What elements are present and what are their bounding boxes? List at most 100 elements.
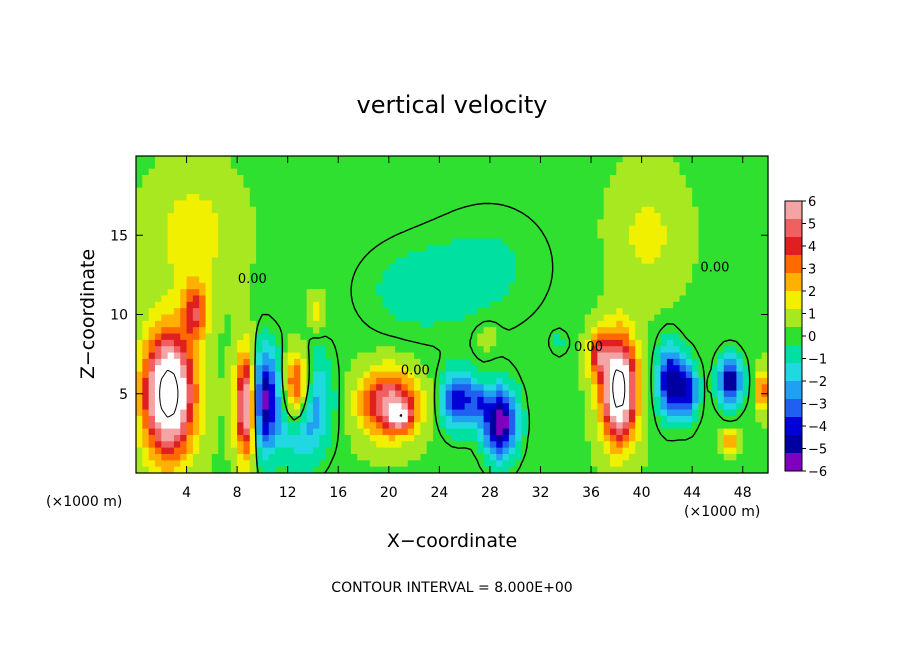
field-cell bbox=[749, 447, 756, 455]
field-cell bbox=[515, 295, 523, 303]
field-cell bbox=[654, 409, 662, 417]
field-cell bbox=[243, 352, 251, 360]
field-cell bbox=[136, 434, 143, 442]
field-cell bbox=[641, 466, 649, 474]
field-cell bbox=[666, 206, 674, 214]
field-cell bbox=[433, 257, 440, 265]
field-cell bbox=[622, 200, 630, 208]
field-cell bbox=[439, 206, 447, 214]
field-cell bbox=[502, 295, 510, 303]
field-cell bbox=[730, 168, 737, 176]
field-cell bbox=[572, 162, 579, 170]
field-cell bbox=[256, 156, 263, 163]
field-cell bbox=[755, 333, 763, 341]
field-cell bbox=[578, 282, 586, 290]
field-cell bbox=[572, 194, 579, 201]
field-cell bbox=[698, 422, 706, 430]
field-cell bbox=[515, 320, 523, 328]
field-cell bbox=[388, 200, 396, 208]
field-cell bbox=[540, 447, 548, 455]
field-cell bbox=[730, 251, 737, 259]
field-cell bbox=[426, 194, 434, 201]
field-cell bbox=[559, 415, 567, 423]
field-cell bbox=[477, 327, 485, 335]
field-cell bbox=[565, 289, 573, 297]
field-cell bbox=[433, 225, 440, 233]
field-cell bbox=[350, 447, 358, 455]
field-cell bbox=[401, 339, 409, 347]
field-cell bbox=[559, 232, 567, 240]
field-cell bbox=[426, 187, 434, 195]
field-cell bbox=[224, 270, 232, 278]
field-cell bbox=[224, 460, 232, 468]
field-cell bbox=[211, 168, 219, 176]
field-cell bbox=[401, 251, 409, 259]
field-cell bbox=[388, 225, 396, 233]
field-cell bbox=[205, 390, 213, 398]
field-cell bbox=[312, 453, 320, 461]
field-cell bbox=[717, 441, 725, 449]
field-cell bbox=[256, 244, 263, 252]
field-cell bbox=[647, 301, 655, 309]
field-cell bbox=[300, 200, 308, 208]
field-cell bbox=[540, 308, 548, 316]
field-cell bbox=[755, 175, 763, 182]
field-cell bbox=[154, 327, 162, 335]
field-cell bbox=[610, 162, 617, 170]
field-cell bbox=[654, 320, 662, 328]
field-cell bbox=[281, 238, 289, 246]
field-cell bbox=[616, 308, 624, 316]
field-cell bbox=[692, 295, 700, 303]
field-cell bbox=[546, 434, 554, 442]
field-cell bbox=[452, 447, 459, 455]
field-cell bbox=[243, 415, 251, 423]
field-cell bbox=[154, 415, 162, 423]
field-cell bbox=[483, 441, 491, 449]
field-cell bbox=[439, 282, 447, 290]
field-cell bbox=[603, 415, 611, 423]
field-cell bbox=[256, 263, 263, 271]
field-cell bbox=[268, 175, 276, 182]
field-cell bbox=[761, 156, 769, 163]
field-cell bbox=[294, 301, 301, 309]
field-cell bbox=[496, 168, 504, 176]
field-cell bbox=[420, 453, 428, 461]
field-cell bbox=[470, 460, 478, 468]
field-cell bbox=[647, 339, 655, 347]
field-cell bbox=[142, 270, 150, 278]
field-cell bbox=[401, 441, 409, 449]
field-cell bbox=[628, 396, 636, 404]
field-cell bbox=[363, 213, 371, 220]
field-cell bbox=[584, 320, 592, 328]
field-cell bbox=[628, 371, 636, 379]
field-cell bbox=[294, 194, 301, 201]
field-cell bbox=[433, 282, 440, 290]
field-cell bbox=[742, 187, 750, 195]
field-cell bbox=[489, 295, 497, 303]
field-cell bbox=[344, 371, 352, 379]
field-cell bbox=[407, 377, 415, 385]
field-cell bbox=[572, 384, 579, 392]
field-cell bbox=[426, 453, 434, 461]
field-cell bbox=[730, 327, 737, 335]
field-cell bbox=[287, 422, 295, 430]
field-cell bbox=[742, 276, 750, 284]
field-cell bbox=[654, 175, 662, 182]
field-cell bbox=[218, 358, 226, 366]
field-cell bbox=[262, 428, 270, 436]
field-cell bbox=[515, 187, 523, 195]
field-cell bbox=[433, 396, 440, 404]
field-cell bbox=[742, 428, 750, 436]
field-cell bbox=[540, 200, 548, 208]
field-cell bbox=[369, 156, 377, 163]
field-cell bbox=[445, 257, 453, 265]
field-cell bbox=[376, 301, 384, 309]
field-cell bbox=[553, 339, 561, 347]
field-cell bbox=[502, 244, 510, 252]
field-cell bbox=[395, 384, 403, 392]
field-cell bbox=[616, 295, 624, 303]
field-cell bbox=[679, 181, 687, 189]
field-cell bbox=[218, 187, 226, 195]
field-cell bbox=[723, 453, 731, 461]
field-cell bbox=[717, 428, 725, 436]
